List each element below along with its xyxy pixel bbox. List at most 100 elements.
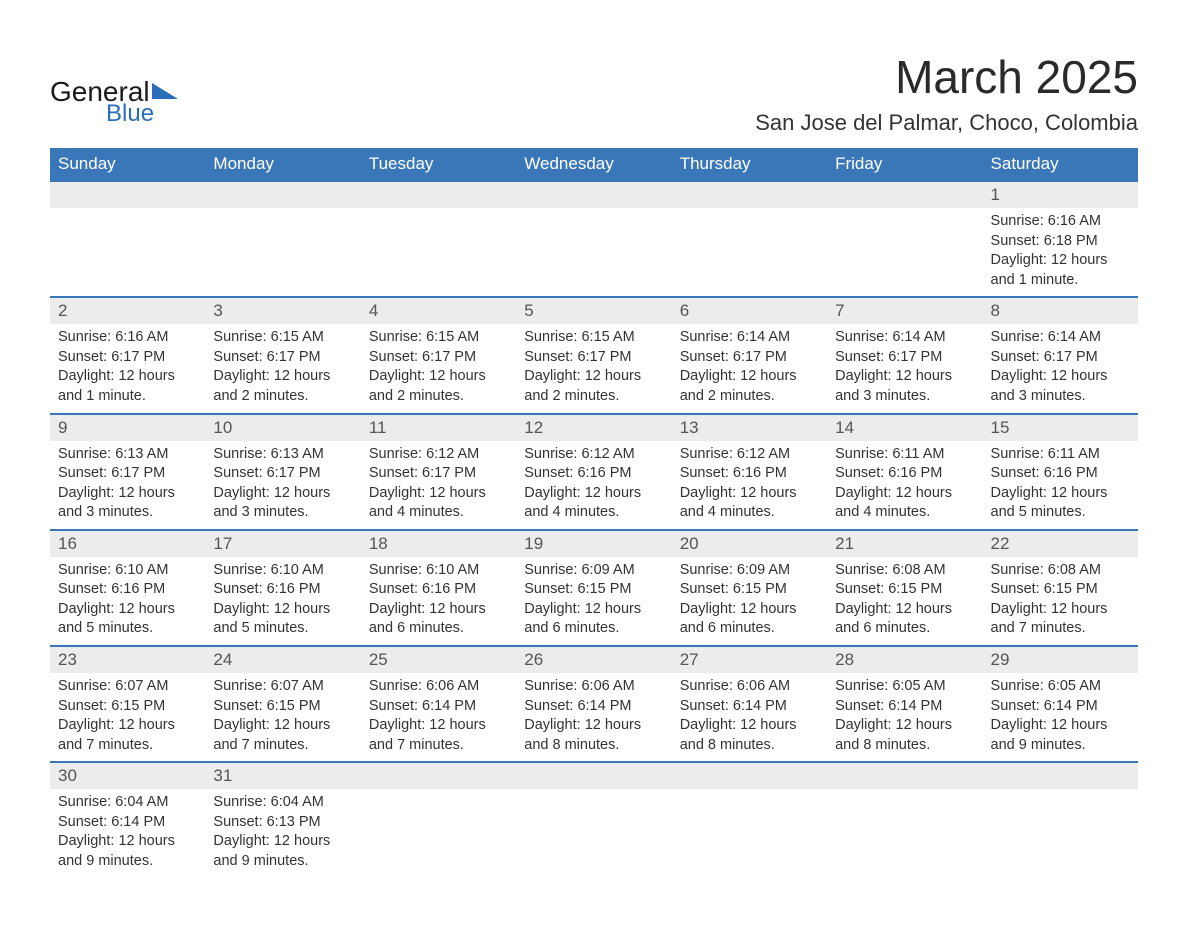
day-header: Tuesday — [361, 148, 516, 181]
daylight-text: Daylight: 12 hours and 9 minutes. — [213, 832, 352, 871]
day-number: 22 — [983, 531, 1138, 557]
empty-daynum-cell — [50, 181, 205, 208]
day-content-cell: Sunrise: 6:05 AMSunset: 6:14 PMDaylight:… — [983, 673, 1138, 762]
day-content-cell: Sunrise: 6:11 AMSunset: 6:16 PMDaylight:… — [983, 441, 1138, 530]
title-block: March 2025 San Jose del Palmar, Choco, C… — [755, 50, 1138, 136]
sunrise-text: Sunrise: 6:12 AM — [524, 445, 663, 465]
day-number: 8 — [983, 298, 1138, 324]
day-content-cell: Sunrise: 6:10 AMSunset: 6:16 PMDaylight:… — [50, 557, 205, 646]
daylight-text: Daylight: 12 hours and 1 minute. — [991, 251, 1130, 290]
sunset-text: Sunset: 6:17 PM — [58, 348, 197, 368]
sunset-text: Sunset: 6:15 PM — [991, 580, 1130, 600]
sunset-text: Sunset: 6:17 PM — [680, 348, 819, 368]
sunset-text: Sunset: 6:16 PM — [58, 580, 197, 600]
day-number: 11 — [361, 415, 516, 441]
daylight-text: Daylight: 12 hours and 5 minutes. — [213, 600, 352, 639]
day-number: 27 — [672, 647, 827, 673]
sunset-text: Sunset: 6:17 PM — [213, 348, 352, 368]
week-daynum-row: 2345678 — [50, 297, 1138, 324]
daylight-text: Daylight: 12 hours and 6 minutes. — [524, 600, 663, 639]
day-number: 30 — [50, 763, 205, 789]
daylight-text: Daylight: 12 hours and 7 minutes. — [213, 716, 352, 755]
sunrise-text: Sunrise: 6:04 AM — [58, 793, 197, 813]
day-number-cell: 29 — [983, 646, 1138, 673]
empty-daynum-cell — [983, 762, 1138, 789]
sunrise-text: Sunrise: 6:11 AM — [835, 445, 974, 465]
daylight-text: Daylight: 12 hours and 6 minutes. — [835, 600, 974, 639]
day-content-cell: Sunrise: 6:14 AMSunset: 6:17 PMDaylight:… — [672, 324, 827, 413]
day-number-cell: 20 — [672, 530, 827, 557]
week-daynum-row: 3031 — [50, 762, 1138, 789]
day-content-cell: Sunrise: 6:16 AMSunset: 6:17 PMDaylight:… — [50, 324, 205, 413]
daylight-text: Daylight: 12 hours and 2 minutes. — [369, 367, 508, 406]
day-number-cell: 2 — [50, 297, 205, 324]
week-content-row: Sunrise: 6:10 AMSunset: 6:16 PMDaylight:… — [50, 557, 1138, 646]
daylight-text: Daylight: 12 hours and 2 minutes. — [213, 367, 352, 406]
day-number: 25 — [361, 647, 516, 673]
daylight-text: Daylight: 12 hours and 6 minutes. — [369, 600, 508, 639]
day-number: 9 — [50, 415, 205, 441]
calendar-body: 1Sunrise: 6:16 AMSunset: 6:18 PMDaylight… — [50, 181, 1138, 878]
sunrise-text: Sunrise: 6:12 AM — [369, 445, 508, 465]
week-daynum-row: 23242526272829 — [50, 646, 1138, 673]
day-number: 1 — [983, 182, 1138, 208]
day-number: 19 — [516, 531, 671, 557]
daylight-text: Daylight: 12 hours and 4 minutes. — [835, 484, 974, 523]
calendar-thead: SundayMondayTuesdayWednesdayThursdayFrid… — [50, 148, 1138, 181]
day-number: 2 — [50, 298, 205, 324]
day-number: 16 — [50, 531, 205, 557]
sunset-text: Sunset: 6:15 PM — [213, 697, 352, 717]
daylight-text: Daylight: 12 hours and 5 minutes. — [58, 600, 197, 639]
daylight-text: Daylight: 12 hours and 7 minutes. — [58, 716, 197, 755]
day-number-cell: 1 — [983, 181, 1138, 208]
empty-daynum-cell — [361, 181, 516, 208]
daylight-text: Daylight: 12 hours and 8 minutes. — [835, 716, 974, 755]
sunset-text: Sunset: 6:16 PM — [835, 464, 974, 484]
sunrise-text: Sunrise: 6:07 AM — [213, 677, 352, 697]
day-number-cell: 4 — [361, 297, 516, 324]
sunrise-text: Sunrise: 6:15 AM — [524, 328, 663, 348]
sunset-text: Sunset: 6:17 PM — [524, 348, 663, 368]
day-header-row: SundayMondayTuesdayWednesdayThursdayFrid… — [50, 148, 1138, 181]
day-number: 20 — [672, 531, 827, 557]
sunset-text: Sunset: 6:17 PM — [213, 464, 352, 484]
location-subtitle: San Jose del Palmar, Choco, Colombia — [755, 110, 1138, 136]
sunrise-text: Sunrise: 6:13 AM — [213, 445, 352, 465]
sunrise-text: Sunrise: 6:06 AM — [680, 677, 819, 697]
sunset-text: Sunset: 6:16 PM — [680, 464, 819, 484]
daylight-text: Daylight: 12 hours and 9 minutes. — [58, 832, 197, 871]
day-content-cell: Sunrise: 6:06 AMSunset: 6:14 PMDaylight:… — [361, 673, 516, 762]
day-number: 18 — [361, 531, 516, 557]
daylight-text: Daylight: 12 hours and 7 minutes. — [991, 600, 1130, 639]
day-number-cell: 15 — [983, 414, 1138, 441]
day-number: 4 — [361, 298, 516, 324]
day-number-cell: 11 — [361, 414, 516, 441]
day-content-cell: Sunrise: 6:06 AMSunset: 6:14 PMDaylight:… — [516, 673, 671, 762]
day-number-cell: 24 — [205, 646, 360, 673]
sunset-text: Sunset: 6:14 PM — [524, 697, 663, 717]
day-content-cell: Sunrise: 6:12 AMSunset: 6:16 PMDaylight:… — [516, 441, 671, 530]
day-content-cell: Sunrise: 6:11 AMSunset: 6:16 PMDaylight:… — [827, 441, 982, 530]
sunset-text: Sunset: 6:17 PM — [58, 464, 197, 484]
sunrise-text: Sunrise: 6:10 AM — [369, 561, 508, 581]
day-number: 5 — [516, 298, 671, 324]
day-number: 15 — [983, 415, 1138, 441]
sunset-text: Sunset: 6:16 PM — [524, 464, 663, 484]
day-number-cell: 21 — [827, 530, 982, 557]
logo-triangle-icon — [152, 83, 178, 99]
day-header: Wednesday — [516, 148, 671, 181]
day-content-cell: Sunrise: 6:07 AMSunset: 6:15 PMDaylight:… — [205, 673, 360, 762]
daylight-text: Daylight: 12 hours and 5 minutes. — [991, 484, 1130, 523]
day-number: 29 — [983, 647, 1138, 673]
sunrise-text: Sunrise: 6:09 AM — [524, 561, 663, 581]
logo: General Blue — [50, 78, 178, 128]
day-number-cell: 16 — [50, 530, 205, 557]
day-header: Friday — [827, 148, 982, 181]
day-number-cell: 8 — [983, 297, 1138, 324]
day-content-cell: Sunrise: 6:15 AMSunset: 6:17 PMDaylight:… — [361, 324, 516, 413]
day-header: Monday — [205, 148, 360, 181]
daylight-text: Daylight: 12 hours and 3 minutes. — [991, 367, 1130, 406]
daylight-text: Daylight: 12 hours and 8 minutes. — [680, 716, 819, 755]
sunrise-text: Sunrise: 6:14 AM — [991, 328, 1130, 348]
sunrise-text: Sunrise: 6:11 AM — [991, 445, 1130, 465]
